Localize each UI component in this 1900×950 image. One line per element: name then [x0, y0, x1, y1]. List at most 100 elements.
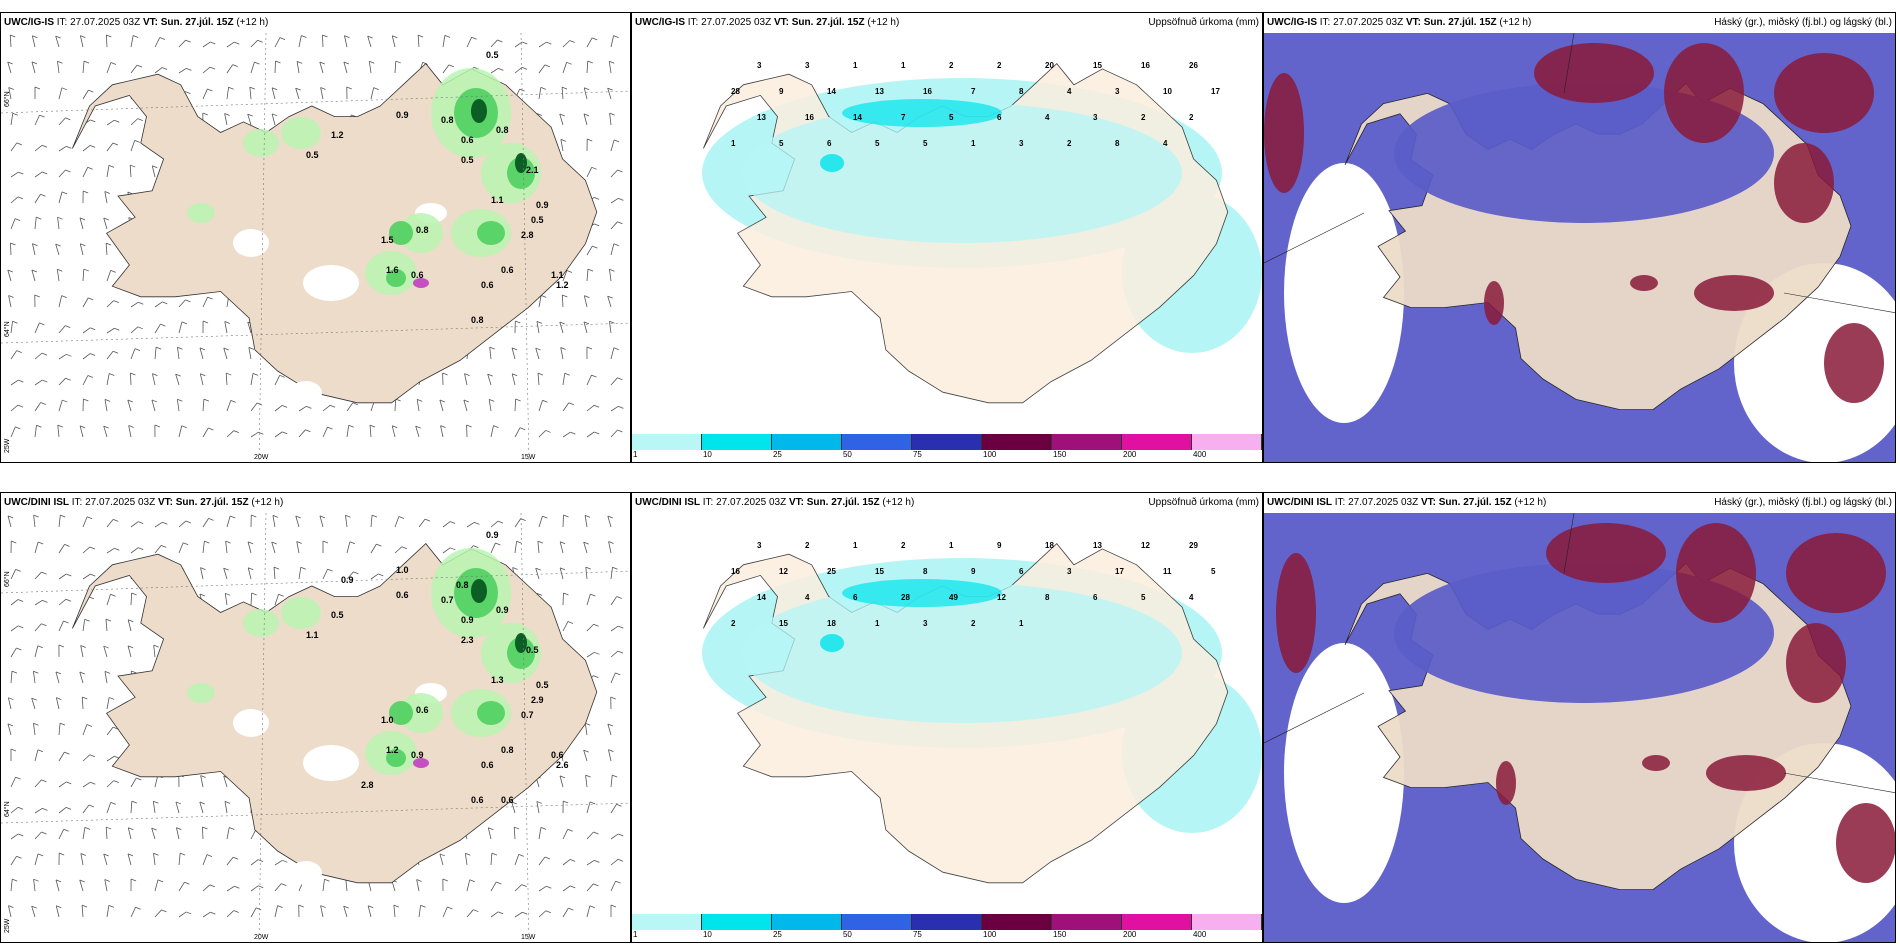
wind-barb-flag — [136, 777, 142, 781]
wind-barb — [610, 405, 619, 412]
colorbar-tick-label: 75 — [912, 450, 922, 459]
precip-value-label: 12 — [779, 567, 788, 576]
wind-barb-flag — [424, 518, 431, 522]
wind-barb — [559, 321, 564, 334]
wind-barb-flag — [66, 353, 72, 357]
wind-barb — [416, 399, 420, 412]
colorbar-tick-label: 25 — [772, 930, 782, 939]
wind-barb — [274, 37, 281, 48]
wind-barb — [586, 269, 589, 282]
wind-barb — [322, 35, 324, 48]
wind-barb — [322, 404, 331, 412]
wind-barb — [224, 321, 228, 334]
wind-barb-flag — [496, 881, 502, 885]
wind-barb — [82, 781, 91, 788]
wind-barb-flag — [66, 573, 72, 577]
wind-barb-flag — [247, 541, 254, 545]
colorbar-swatch — [842, 434, 912, 450]
wind-barb-flag — [569, 40, 575, 43]
wind-barb-flag — [282, 431, 288, 435]
wind-barb-flag — [514, 826, 520, 830]
precip-value-label: 7 — [901, 113, 906, 122]
wind-barb — [130, 348, 136, 360]
wind-barb — [34, 217, 37, 230]
wind-barb-flag — [11, 540, 17, 544]
wind-barb-flag — [103, 217, 109, 221]
wind-barb-flag — [225, 592, 231, 596]
wind-barb — [81, 697, 84, 710]
precip-value-label: 2 — [1067, 139, 1072, 148]
glacier — [303, 745, 359, 781]
wind-barb — [511, 347, 516, 360]
wind-barb-flag — [88, 804, 95, 808]
wind-barb-flag — [301, 35, 307, 38]
wind-barb-flag — [206, 854, 213, 857]
wind-barb-flag — [127, 853, 134, 857]
precip-cyan-strong — [842, 579, 1002, 607]
wind-barb-flag — [34, 294, 40, 298]
iceland-land — [72, 63, 598, 404]
wind-barb — [106, 594, 111, 606]
wind-barb-flag — [17, 599, 24, 602]
wind-barb-flag — [546, 885, 552, 889]
wind-barb — [490, 853, 493, 866]
wind-barb — [104, 671, 108, 684]
wind-barb — [178, 542, 184, 554]
wind-barb — [322, 568, 328, 580]
wind-barb-flag — [199, 347, 206, 351]
wind-barb-flag — [61, 191, 68, 195]
precip-value-label: 13 — [757, 113, 766, 122]
wind-barb-flag — [583, 541, 589, 545]
wind-barb-flag — [583, 749, 589, 753]
wind-barb-flag — [615, 672, 621, 676]
wind-barb-flag — [607, 295, 613, 299]
wind-barb — [127, 827, 132, 840]
precip-colorbar: 1 10 25 50 75 100 150 200 400 — [632, 914, 1262, 942]
wind-barb — [34, 402, 41, 412]
wind-barb — [274, 375, 281, 386]
wind-barb-flag — [56, 905, 62, 909]
precip-value-label: 5 — [949, 113, 954, 122]
wind-barb-flag — [607, 723, 614, 727]
glacier — [290, 861, 322, 885]
wind-barb — [319, 515, 324, 528]
wind-barb-flag — [440, 425, 446, 428]
precip-green-mid — [389, 221, 413, 245]
lat-label: 66°N — [3, 91, 11, 107]
wind-barb — [34, 379, 43, 386]
wind-barb-flag — [181, 321, 188, 325]
wind-barb — [370, 573, 379, 580]
wind-barb-flag — [225, 540, 231, 544]
wind-barb — [56, 269, 60, 282]
precip-value-label: 4 — [1189, 593, 1194, 602]
wind-barb-flag — [592, 37, 598, 41]
precip-value-label: 0.9 — [341, 575, 354, 585]
precip-green-light — [187, 683, 215, 703]
wind-barb — [537, 373, 540, 386]
wind-barb — [10, 321, 13, 334]
wind-barb — [538, 430, 546, 438]
precip-value-label: 0.5 — [461, 155, 474, 165]
wind-barb — [58, 544, 65, 554]
wind-barb — [58, 169, 66, 178]
wind-barb — [79, 671, 84, 684]
wind-barb-flag — [18, 833, 24, 837]
precip-value-label: 0.8 — [501, 745, 514, 755]
wind-barb-flag — [16, 855, 22, 859]
precip-value-label: 1 — [853, 541, 858, 550]
wind-barb — [10, 671, 13, 684]
wind-barb — [82, 516, 88, 528]
wind-barb — [346, 425, 350, 438]
wind-barb-flag — [594, 431, 600, 435]
wind-barb — [127, 853, 132, 866]
precip-value-label: 29 — [1189, 541, 1198, 550]
colorbar-swatch — [632, 434, 702, 450]
wind-barb-flag — [559, 321, 565, 325]
wind-barb-flag — [79, 217, 86, 221]
wind-barb — [367, 905, 372, 918]
wind-barb — [154, 909, 162, 918]
wind-barb — [10, 599, 19, 606]
wind-barb-flag — [90, 573, 96, 577]
wind-barb — [223, 347, 228, 360]
wind-barb — [394, 516, 400, 528]
